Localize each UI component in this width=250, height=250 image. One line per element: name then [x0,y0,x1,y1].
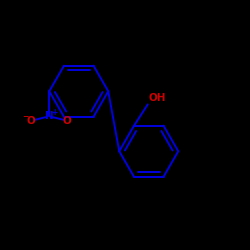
Text: O: O [63,116,72,126]
Text: O: O [27,116,36,126]
Text: +: + [52,108,58,117]
Text: N: N [45,111,54,121]
Text: OH: OH [148,93,166,103]
Text: −: − [22,112,28,121]
